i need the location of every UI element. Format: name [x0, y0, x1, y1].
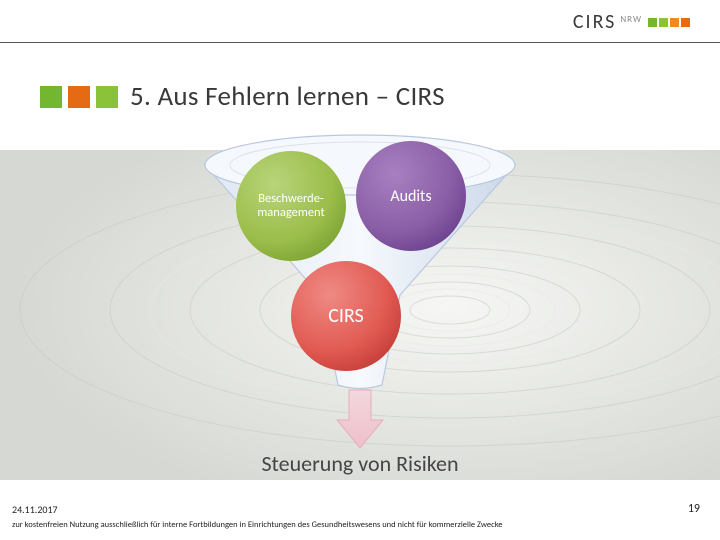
logo-sq-0: [648, 18, 657, 27]
slide-title: 5. Aus Fehlern lernen – CIRS: [130, 80, 445, 113]
title-squares: [40, 86, 118, 108]
circle-audits: Audits: [355, 140, 467, 252]
footer-page: 19: [688, 502, 700, 516]
slide-title-row: 5. Aus Fehlern lernen – CIRS: [40, 80, 690, 113]
footer-note: zur kostenfreien Nutzung ausschließlich …: [12, 520, 708, 530]
funnel-arrow: [335, 388, 385, 455]
logo-sq-1: [659, 18, 668, 27]
title-sq-0: [40, 86, 62, 108]
circle-cirs-label: CIRS: [328, 304, 364, 328]
funnel-diagram: Beschwerde- management Audits CIRS: [180, 130, 540, 490]
circle-beschwerde-label: Beschwerde- management: [257, 192, 324, 221]
circle-cirs: CIRS: [290, 260, 402, 372]
header-divider: [0, 42, 720, 43]
result-label: Steuerung von Risiken: [180, 450, 540, 477]
logo-text: CIRS: [573, 10, 617, 34]
logo: CIRS NRW: [573, 10, 690, 34]
logo-sq-2: [670, 18, 679, 27]
logo-sq-3: [681, 18, 690, 27]
logo-superscript: NRW: [620, 14, 642, 25]
logo-squares: [648, 18, 690, 27]
circle-audits-label: Audits: [390, 187, 431, 206]
title-sq-1: [68, 86, 90, 108]
title-sq-2: [96, 86, 118, 108]
footer-date: 24.11.2017: [12, 503, 58, 516]
circle-beschwerde: Beschwerde- management: [235, 150, 347, 262]
